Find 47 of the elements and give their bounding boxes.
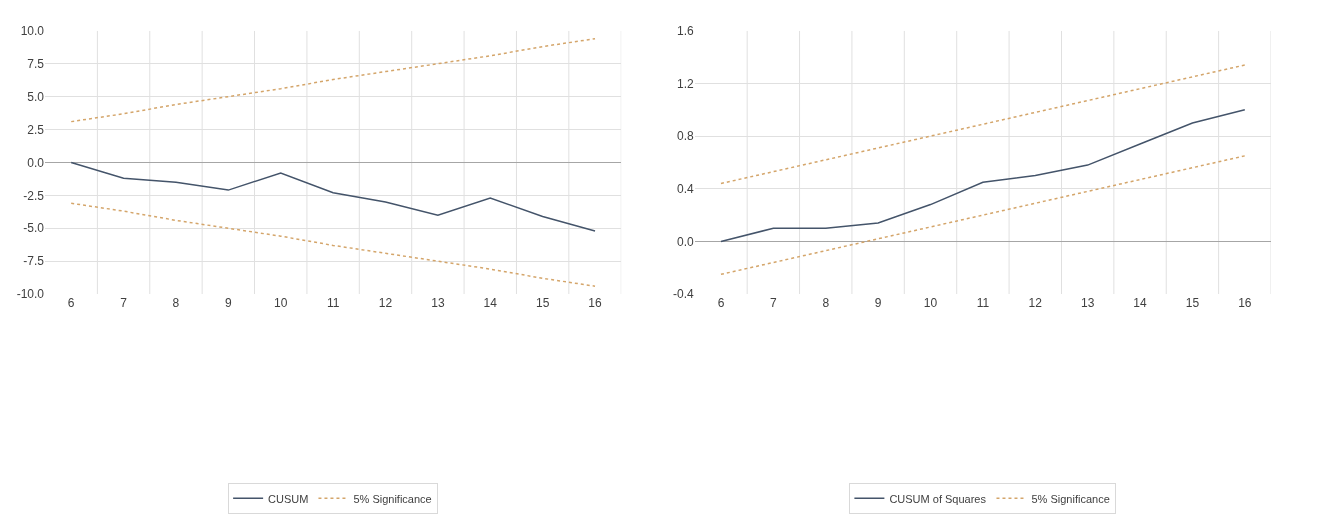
x-tick-label: 10 xyxy=(923,296,938,311)
x-tick-label: 14 xyxy=(483,296,498,311)
y-tick-label: 0.8 xyxy=(677,129,695,144)
line-series xyxy=(70,37,596,123)
y-tick-label: 2.5 xyxy=(27,122,45,137)
line-series xyxy=(720,109,1246,243)
x-tick-label: 7 xyxy=(120,296,128,311)
x-tick-label: 6 xyxy=(717,296,725,311)
x-tick-label: 13 xyxy=(431,296,445,311)
y-tick-label: 7.5 xyxy=(27,56,45,71)
line-series xyxy=(720,64,1246,185)
legend-label: CUSUM xyxy=(268,492,309,505)
y-tick-label: 0.0 xyxy=(677,234,695,249)
legend-label: 5% Significance xyxy=(1031,492,1110,505)
x-tick-label: 10 xyxy=(274,296,288,311)
line-series xyxy=(70,202,596,287)
x-tick-label: 8 xyxy=(172,296,180,311)
x-tick-label: 16 xyxy=(1238,296,1252,311)
x-tick-label: 11 xyxy=(326,296,340,311)
y-tick-label: -7.5 xyxy=(23,254,45,269)
line-series xyxy=(70,161,596,232)
y-tick-label: 10.0 xyxy=(20,23,45,38)
y-tick-label: 1.2 xyxy=(677,76,695,91)
y-tick-label: 0.4 xyxy=(677,181,695,196)
y-tick-label: -10.0 xyxy=(16,287,45,302)
x-tick-label: 15 xyxy=(535,296,550,311)
x-tick-label: 13 xyxy=(1080,296,1095,311)
y-tick-label: 1.6 xyxy=(677,23,695,38)
x-tick-label: 7 xyxy=(770,296,778,311)
y-tick-label: 5.0 xyxy=(27,89,45,104)
x-tick-label: 6 xyxy=(67,296,75,311)
x-tick-label: 12 xyxy=(378,296,393,311)
x-tick-label: 9 xyxy=(874,296,882,311)
x-tick-label: 15 xyxy=(1185,296,1200,311)
legend-label: 5% Significance xyxy=(353,492,432,505)
y-tick-label: 0.0 xyxy=(27,155,45,170)
line-series xyxy=(720,155,1246,276)
x-tick-label: 11 xyxy=(976,296,990,311)
x-tick-label: 14 xyxy=(1133,296,1148,311)
y-tick-label: -2.5 xyxy=(23,188,45,203)
x-tick-label: 16 xyxy=(588,296,603,311)
y-tick-label: -0.4 xyxy=(673,287,695,302)
y-tick-label: -5.0 xyxy=(23,221,45,236)
x-tick-label: 8 xyxy=(822,296,830,311)
legend-label: CUSUM of Squares xyxy=(889,492,987,505)
x-tick-label: 12 xyxy=(1028,296,1043,311)
x-tick-label: 9 xyxy=(225,296,232,311)
